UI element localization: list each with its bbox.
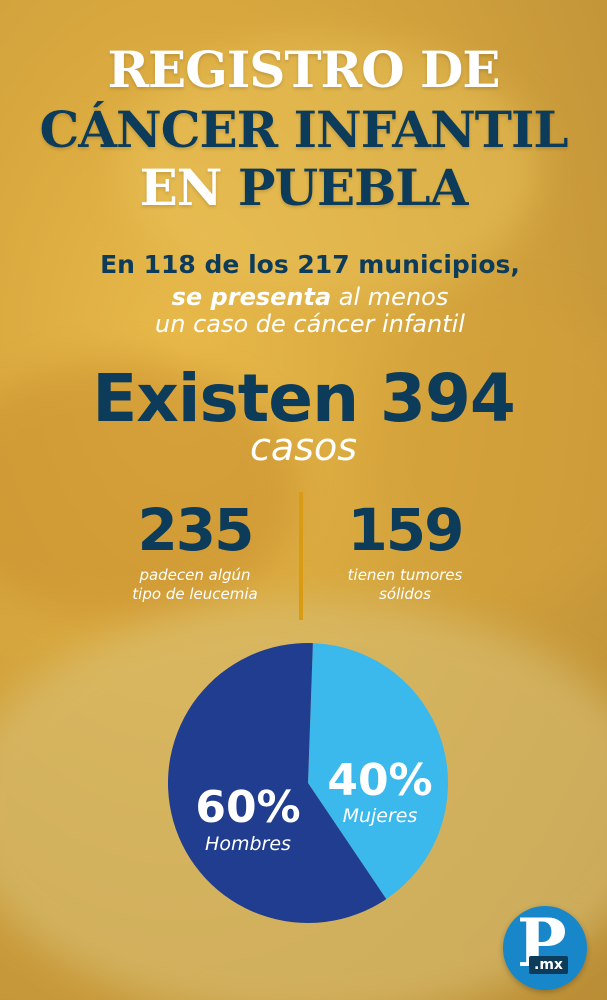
subtitle-line-1: En 118 de los 217 municipios, [100,250,520,279]
title-line-3: EN PUEBLA [0,160,607,216]
background-blob [120,40,540,300]
background-blob [360,300,607,600]
stat-tumors-label-2: sólidos [379,585,431,603]
title-line-3-place: PUEBLA [237,158,469,217]
subtitle-line-2-rest: al menos [331,283,449,311]
total-headline: Existen 394 [92,360,516,437]
stats-divider [299,492,303,620]
stat-tumors-value: 159 [347,496,464,564]
pie-slice-mujeres [308,643,448,900]
publisher-logo: P .mx [503,906,587,990]
subtitle-line-2: se presenta al menos [40,283,580,311]
pie-label-hombres: Hombres [205,833,291,855]
title-line-3-prefix: EN [139,158,238,217]
pie-percent-mujeres: 40% [327,755,432,806]
pie-label-mujeres: Mujeres [343,805,418,827]
stat-leukemia-label-1: padecen algún [139,566,251,584]
subtitle-line-3: un caso de cáncer infantil [155,310,465,338]
stat-tumors-label-1: tienen tumores [347,566,463,584]
pie-percent-hombres: 60% [195,782,300,833]
total-unit: casos [249,425,358,469]
title-line-2: CÁNCER INFANTIL [0,102,607,158]
title-line-1: REGISTRO DE [107,40,500,99]
stat-leukemia-label-2: tipo de leucemia [132,585,258,603]
pie-slice-hombres [167,643,387,923]
title-line-2-text: CÁNCER INFANTIL [39,100,568,159]
logo-suffix: .mx [529,956,568,974]
subtitle-line-2-bold: se presenta [171,283,332,311]
stat-leukemia-value: 235 [137,496,254,564]
background-blob [0,360,300,620]
